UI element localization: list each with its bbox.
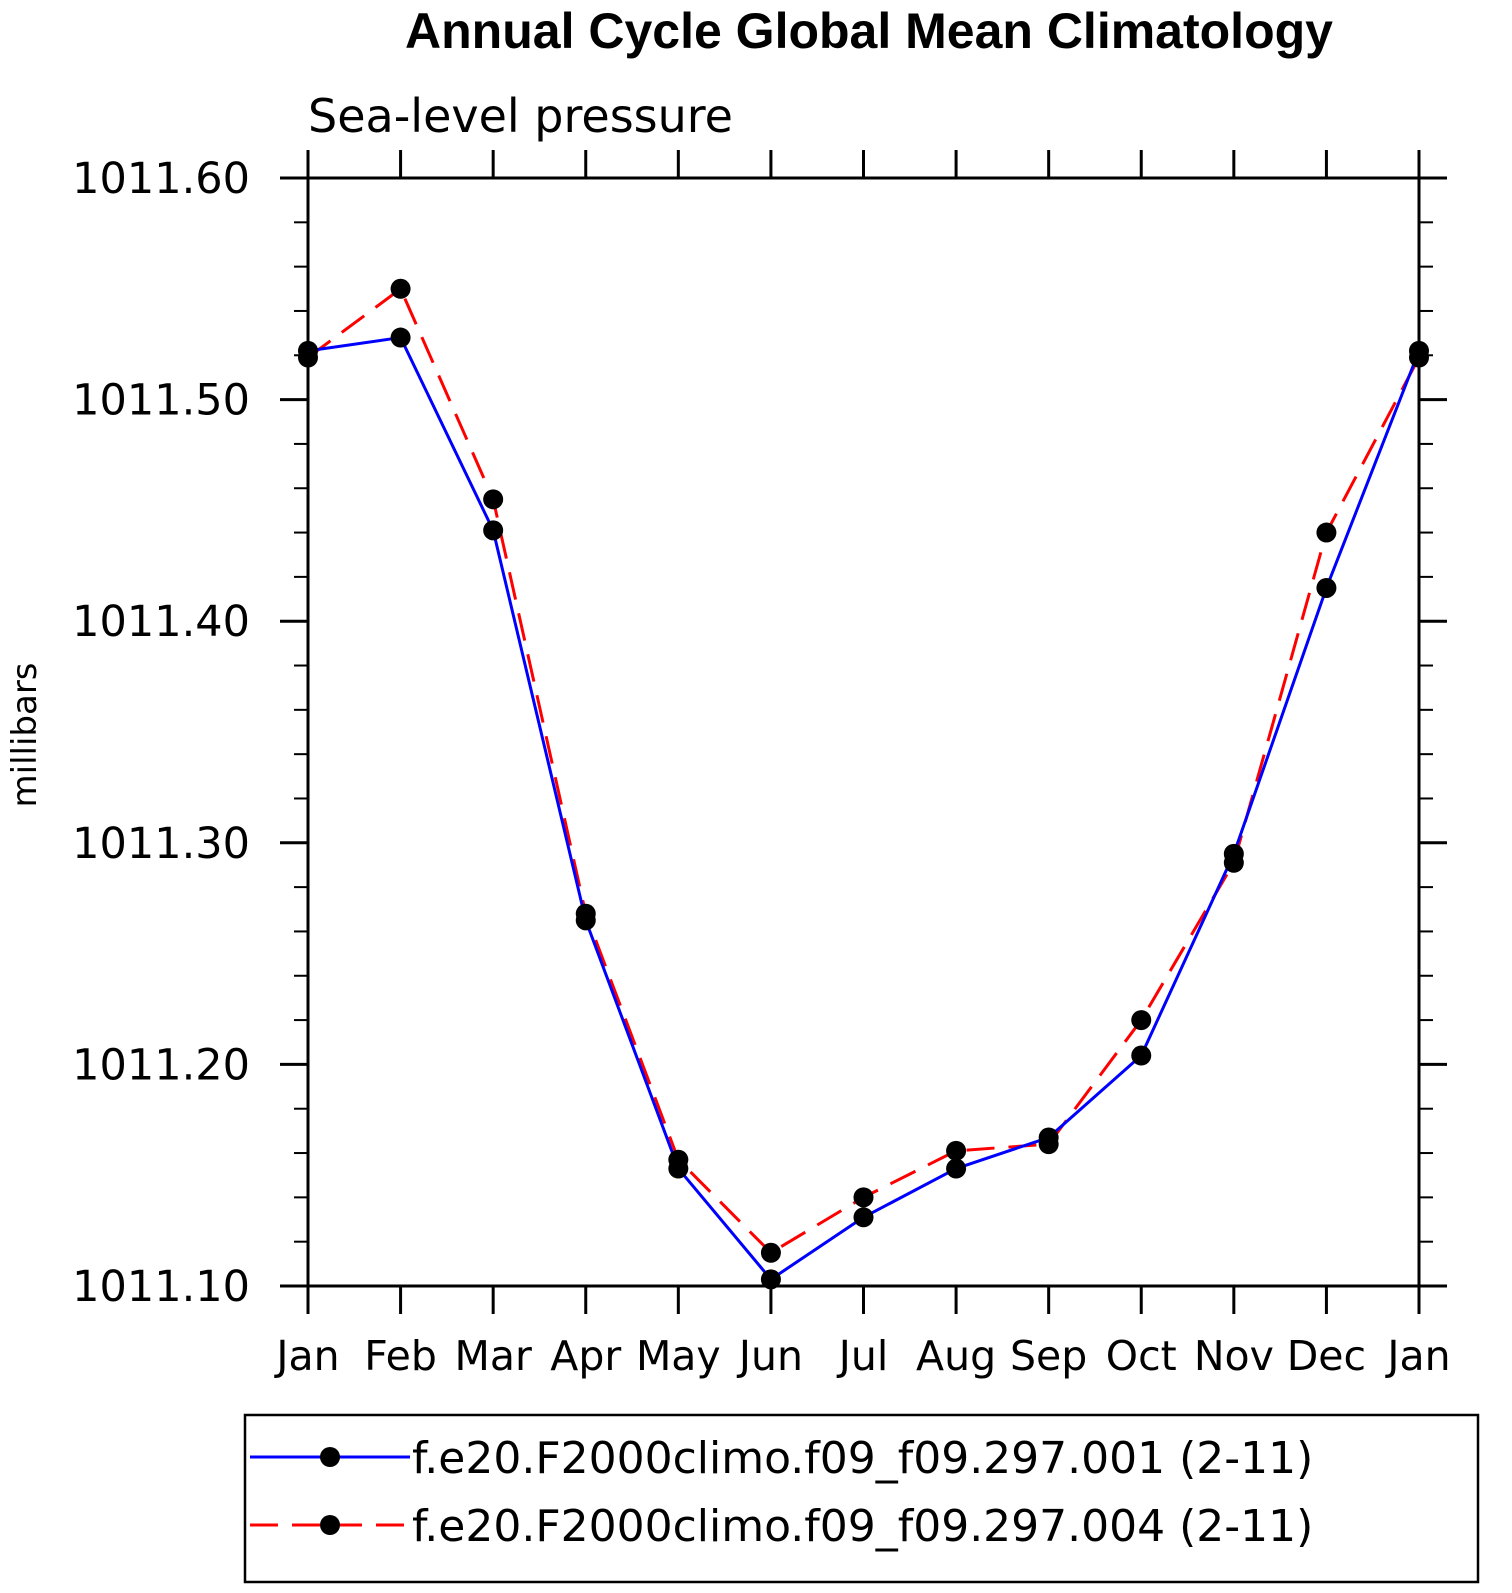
marker-001 — [760, 1269, 781, 1290]
y-tick-labels: 1011.10 1011.20 1011.30 1011.40 1011.50 1011.… — [72, 154, 250, 1312]
x-tick-label: Dec — [1287, 1332, 1366, 1380]
x-tick-label: Sep — [1010, 1332, 1087, 1380]
y-tick-label: 1011.60 — [72, 154, 250, 204]
legend-label-004: f.e20.F2000climo.f09_f09.297.004 (2-11) — [412, 1501, 1313, 1552]
marker-004 — [760, 1242, 781, 1263]
marker-001 — [390, 327, 411, 348]
y-axis-label: millibars — [5, 662, 45, 807]
marker-004 — [668, 1149, 689, 1170]
axis-ticks — [280, 150, 1447, 1314]
x-tick-label: Feb — [364, 1332, 437, 1380]
marker-004 — [946, 1140, 967, 1161]
x-tick-labels: Jan Feb Mar Apr May Jun Jul Aug Sep Oct Nov Dec Jan — [273, 1332, 1450, 1380]
marker-004 — [575, 903, 596, 924]
x-tick-label: Mar — [454, 1332, 531, 1380]
legend: f.e20.F2000climo.f09_f09.297.001 (2-11) f… — [243, 1413, 1480, 1584]
legend-box — [243, 1413, 1480, 1584]
x-tick-label: Nov — [1194, 1332, 1274, 1380]
x-tick-label: Apr — [550, 1332, 621, 1380]
y-tick-label: 1011.40 — [72, 597, 250, 647]
y-tick-label: 1011.50 — [72, 376, 250, 426]
legend-marker-001 — [320, 1447, 340, 1467]
y-tick-label: 1011.20 — [72, 1040, 250, 1090]
marker-001 — [1131, 1045, 1152, 1066]
x-tick-label: Jun — [736, 1332, 803, 1380]
marker-001 — [946, 1158, 967, 1179]
marker-004 — [483, 489, 504, 510]
legend-marker-004 — [320, 1515, 340, 1535]
x-tick-label: Jan — [1384, 1332, 1450, 1380]
series-line-001 — [307, 336, 1421, 1281]
series-line-004 — [307, 287, 1421, 1255]
marker-004 — [1316, 522, 1337, 543]
y-tick-label: 1011.10 — [72, 1262, 250, 1312]
marker-004 — [1223, 852, 1244, 873]
plot-frame — [306, 176, 1421, 1288]
marker-001 — [853, 1207, 874, 1228]
x-tick-label: Oct — [1106, 1332, 1177, 1380]
marker-004 — [1038, 1134, 1059, 1155]
y-tick-label: 1011.30 — [72, 819, 250, 869]
x-tick-label: Jul — [836, 1332, 888, 1380]
marker-004 — [390, 278, 411, 299]
legend-label-001: f.e20.F2000climo.f09_f09.297.001 (2-11) — [412, 1433, 1313, 1484]
marker-004 — [1131, 1010, 1152, 1031]
x-tick-label: May — [636, 1332, 721, 1380]
marker-001 — [483, 520, 504, 541]
x-tick-label: Jan — [273, 1332, 339, 1380]
series-lines — [307, 287, 1421, 1281]
series-markers — [298, 278, 1429, 1290]
x-tick-label: Aug — [916, 1332, 996, 1380]
marker-001 — [1316, 577, 1337, 598]
chart-title: Annual Cycle Global Mean Climatology — [405, 3, 1333, 59]
marker-004 — [853, 1187, 874, 1208]
chart-subtitle: Sea-level pressure — [308, 89, 733, 143]
